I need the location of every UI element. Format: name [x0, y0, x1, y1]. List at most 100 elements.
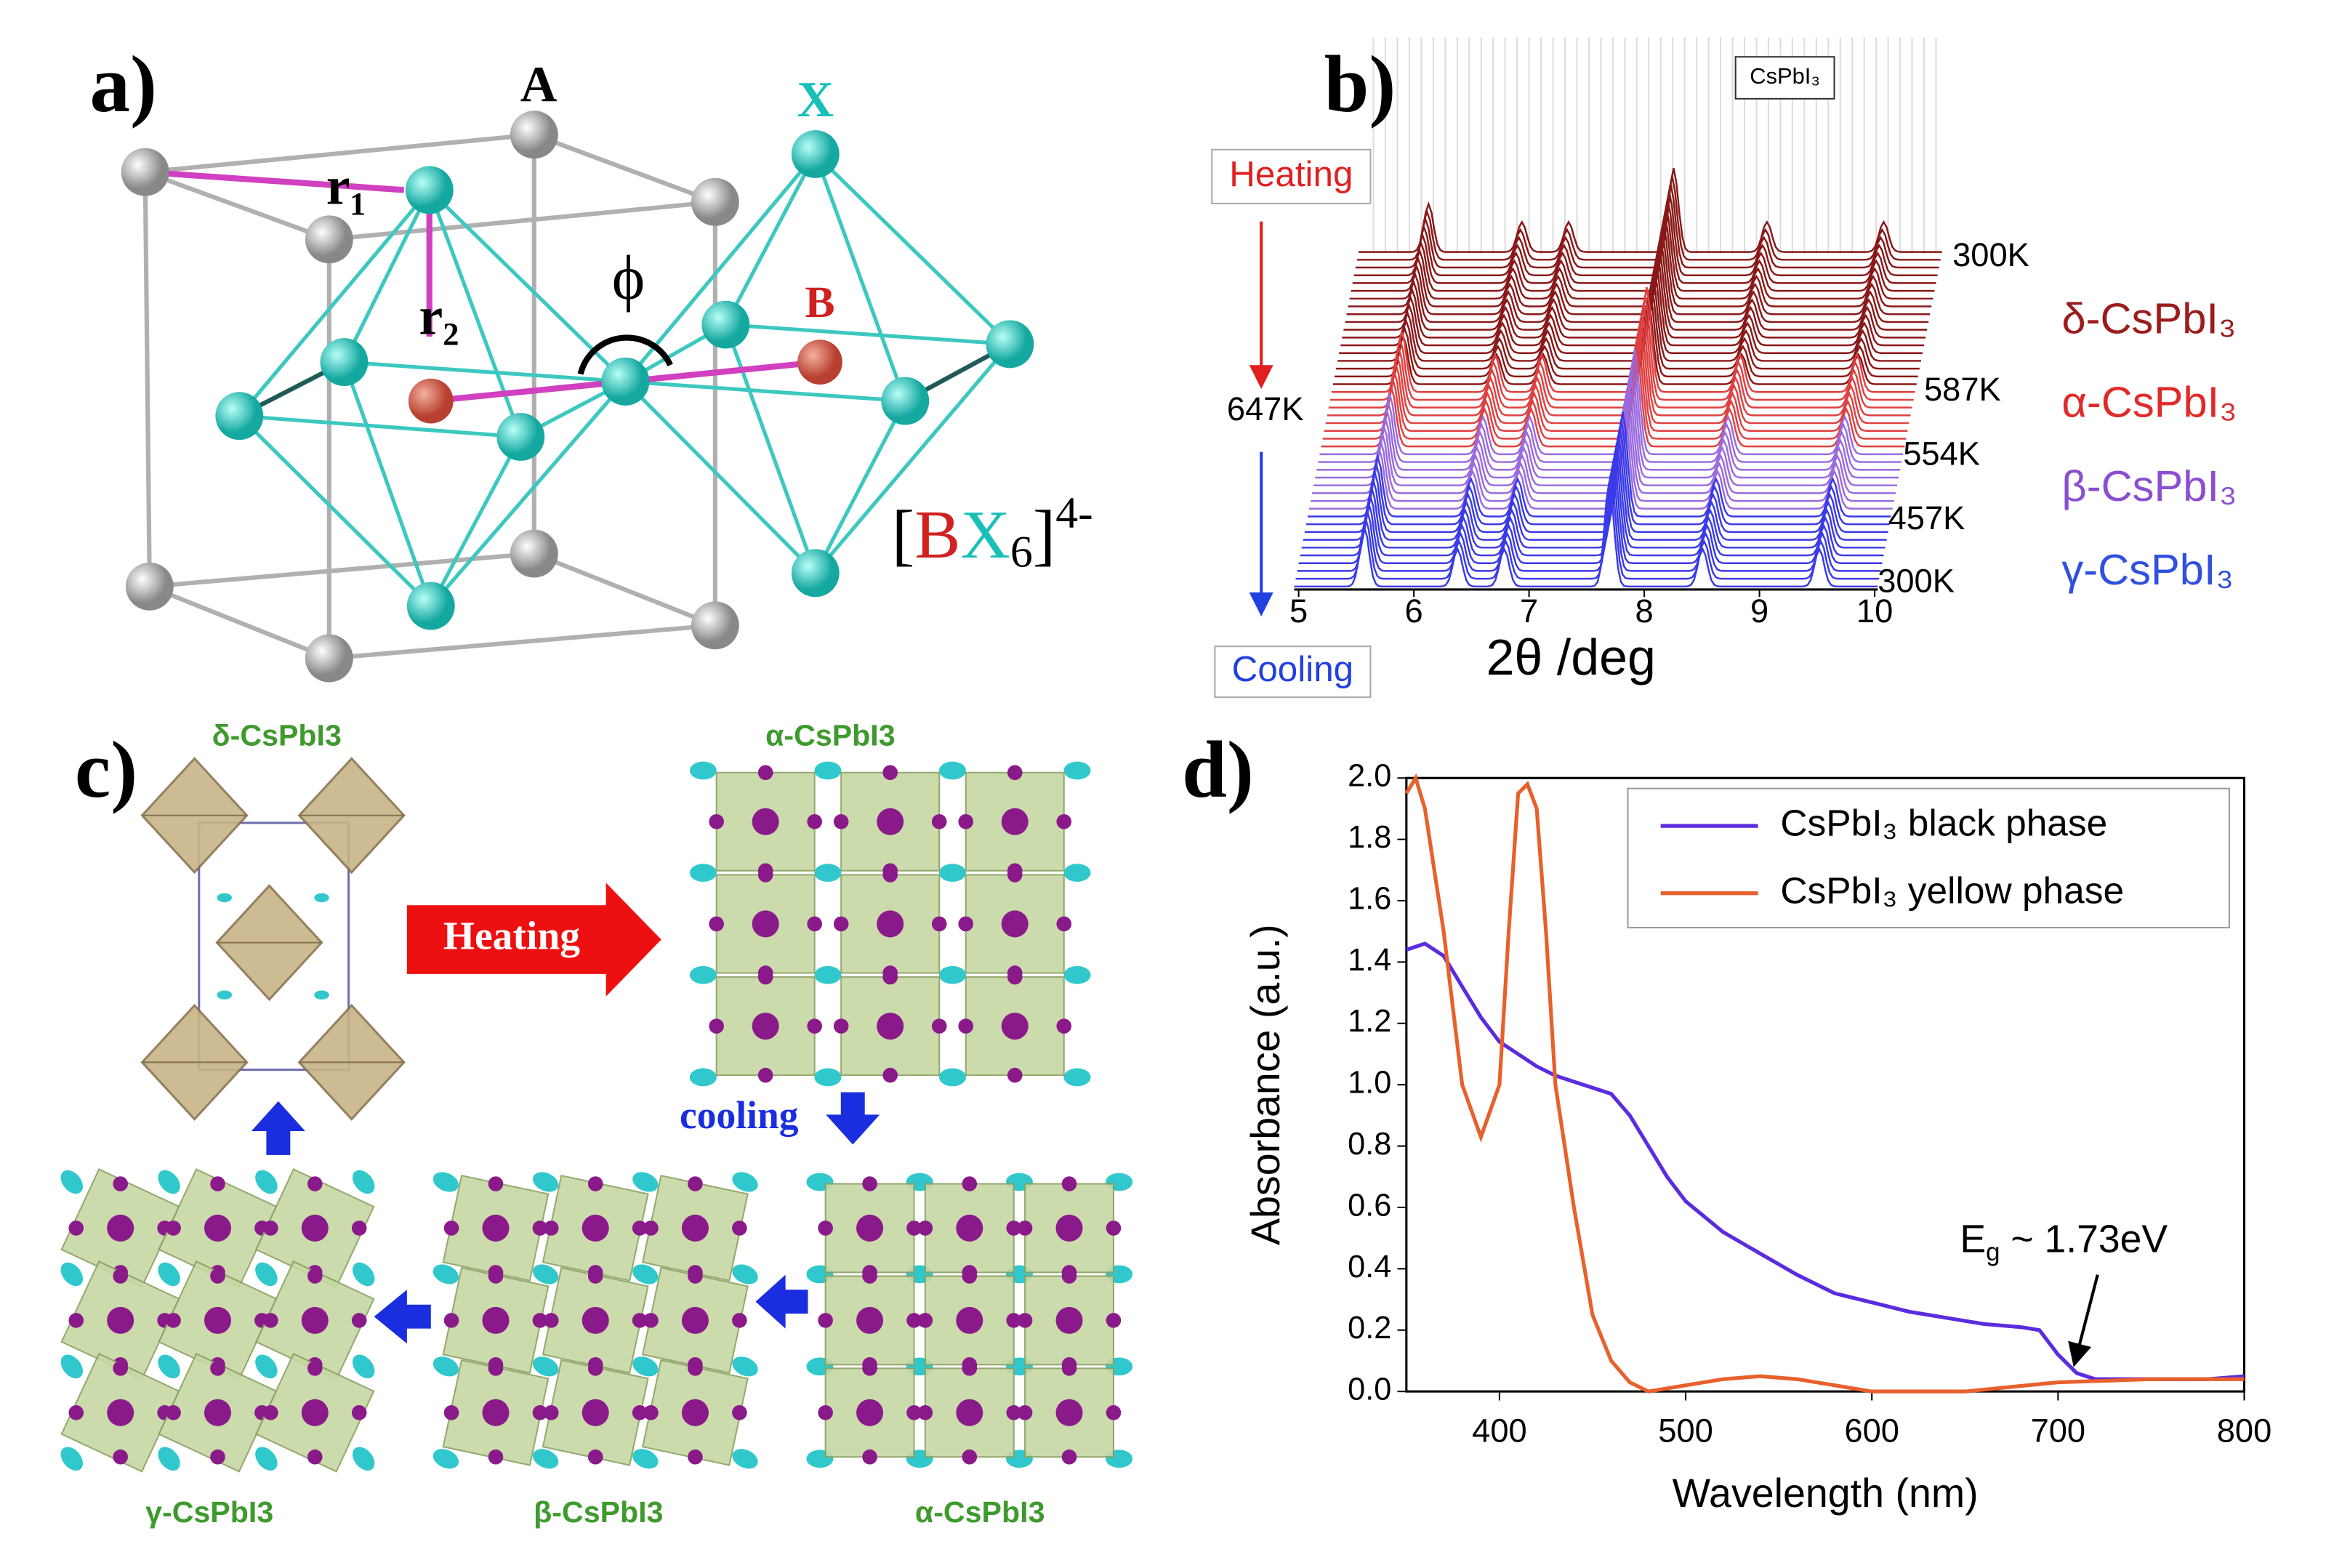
x-atom: [496, 413, 545, 461]
i-atom: [166, 1221, 181, 1236]
i-atom: [643, 1221, 659, 1236]
a-atom: [691, 601, 739, 650]
i-atom: [807, 1018, 822, 1034]
y-tick-label: 2.0: [1348, 759, 1391, 794]
i-atom: [688, 1449, 703, 1465]
phase-label: α-CsPbI3: [915, 1495, 1045, 1529]
cs-atom: [352, 1170, 375, 1194]
i-atom: [307, 1269, 323, 1284]
i-atom: [807, 814, 822, 829]
octahedron-edge: [344, 360, 626, 384]
i-atom: [962, 1176, 978, 1191]
xrd-trace: [1352, 198, 1936, 284]
i-atom: [1056, 916, 1072, 932]
pb-atom: [877, 808, 904, 835]
pb-atom: [681, 1306, 709, 1334]
pb-atom: [107, 1399, 134, 1426]
pb-atom: [752, 808, 779, 835]
panel-label: d): [1182, 725, 1254, 815]
phase-label: δ-CsPbI3: [212, 719, 342, 752]
i-atom: [709, 1018, 724, 1034]
cube-edge: [145, 132, 535, 174]
pb-atom: [107, 1306, 134, 1334]
x-axis-label: Wavelength (nm): [1673, 1471, 1979, 1516]
temperature-label: 457K: [1888, 499, 1965, 536]
cs-atom: [814, 965, 842, 984]
heating-box: [1211, 148, 1372, 204]
cs-atom: [632, 1449, 659, 1469]
cs-atom: [255, 1447, 278, 1471]
x-tick-label: 7: [1520, 592, 1538, 630]
x-atom: [791, 130, 840, 178]
cs-atom: [352, 1447, 375, 1471]
xrd-trace: [1315, 372, 1899, 479]
a-atom: [121, 148, 169, 196]
i-atom: [1007, 867, 1023, 882]
temperature-label: 300K: [1952, 236, 2029, 273]
cs-atom: [1063, 864, 1091, 882]
panel-c: [60, 757, 1133, 1473]
i-atom: [962, 1269, 978, 1284]
i-atom: [807, 916, 822, 932]
x-tick-label: 800: [2217, 1412, 2272, 1450]
i-atom: [113, 1269, 128, 1284]
pb-atom: [956, 1399, 983, 1426]
xrd-trace: [1295, 473, 1880, 580]
unit-cell: [198, 821, 350, 1072]
i-atom: [488, 1449, 504, 1465]
i-atom: [1017, 1221, 1033, 1236]
y-tick-label: 1.2: [1348, 1004, 1391, 1039]
left-arrow: [374, 1290, 431, 1344]
pb-atom: [681, 1214, 709, 1242]
i-atom: [757, 1067, 773, 1083]
cooling-label: cooling: [680, 1093, 799, 1137]
i-atom: [210, 1449, 225, 1465]
cs-atom: [432, 1264, 459, 1284]
xrd-trace: [1318, 357, 1902, 463]
i-atom: [1006, 1404, 1022, 1420]
label-b-site: B: [805, 278, 834, 327]
cs-atom: [60, 1354, 84, 1379]
pb-atom: [1055, 1214, 1083, 1242]
octahedron-edge: [624, 380, 817, 575]
cs-atom: [158, 1354, 180, 1379]
i-atom: [210, 1176, 225, 1191]
cs-atom: [938, 864, 966, 882]
i-atom: [263, 1313, 278, 1328]
left-arrow: [755, 1274, 808, 1329]
i-atom: [263, 1221, 278, 1236]
xrd-trace: [1305, 419, 1890, 526]
xrd-trace: [1339, 269, 1923, 354]
phase-label: γ-CsPbI3: [145, 1495, 273, 1529]
i-atom: [882, 969, 898, 985]
annotation: Eg ~ 1.73eV: [1960, 1218, 2168, 1266]
cs-atom: [814, 864, 842, 882]
i-atom: [532, 1313, 548, 1328]
octahedron-edge: [813, 153, 1012, 346]
xrd-trace: [1337, 276, 1921, 362]
i-atom: [443, 1221, 459, 1236]
label-r2: r₂: [419, 287, 459, 347]
pb-atom: [1001, 808, 1029, 835]
cs-atom: [60, 1262, 84, 1287]
i-atom: [632, 1221, 648, 1236]
i-atom: [1061, 1449, 1077, 1465]
xrd-trace: [1307, 411, 1891, 518]
phase-label: α-CsPbI3: [765, 719, 896, 752]
pb-atom: [482, 1214, 510, 1242]
octahedron-edge: [238, 188, 431, 417]
cs-atom: [814, 761, 842, 780]
pb-atom: [877, 910, 904, 938]
cube-edge: [142, 172, 152, 587]
label-x-site: X: [797, 72, 834, 128]
cs-atom: [732, 1264, 758, 1284]
octahedron-edge: [239, 414, 521, 439]
cs-atom: [632, 1356, 659, 1377]
pb-atom: [482, 1306, 510, 1334]
a-atom: [691, 177, 739, 226]
pb-atom: [681, 1399, 709, 1426]
i-atom: [862, 1176, 877, 1191]
pb-atom: [1055, 1399, 1083, 1426]
pb-atom: [301, 1214, 329, 1242]
